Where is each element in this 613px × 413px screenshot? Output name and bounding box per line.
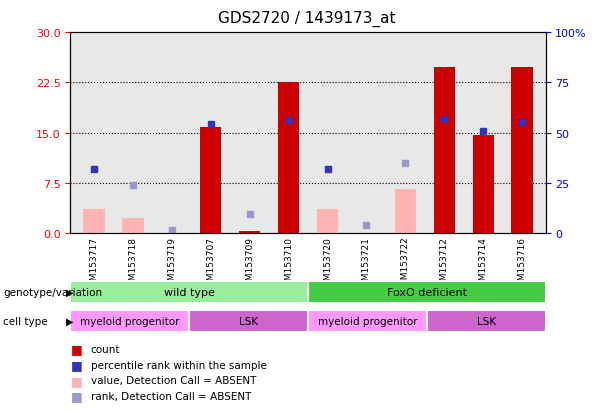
Bar — [83, 210, 105, 233]
Text: FoxO deficient: FoxO deficient — [387, 287, 467, 297]
Text: count: count — [91, 344, 120, 354]
Text: LSK: LSK — [477, 316, 496, 326]
Bar — [200, 128, 221, 233]
Bar — [427, 310, 546, 332]
Bar — [433, 68, 455, 233]
Text: ■: ■ — [70, 389, 82, 403]
Text: value, Detection Call = ABSENT: value, Detection Call = ABSENT — [91, 375, 256, 385]
Bar — [239, 231, 261, 233]
Bar — [122, 218, 143, 233]
Text: percentile rank within the sample: percentile rank within the sample — [91, 360, 267, 370]
Text: genotype/variation: genotype/variation — [3, 287, 102, 297]
Text: ▶: ▶ — [66, 287, 74, 297]
Text: myeloid progenitor: myeloid progenitor — [80, 316, 180, 326]
Text: ■: ■ — [70, 374, 82, 387]
Bar — [395, 190, 416, 233]
Text: ■: ■ — [70, 358, 82, 371]
Text: GDS2720 / 1439173_at: GDS2720 / 1439173_at — [218, 10, 395, 26]
Bar — [189, 310, 308, 332]
Bar — [511, 68, 533, 233]
Bar — [317, 210, 338, 233]
Text: rank, Detection Call = ABSENT: rank, Detection Call = ABSENT — [91, 391, 251, 401]
Bar — [278, 83, 299, 233]
Bar — [70, 310, 189, 332]
Bar — [308, 281, 546, 304]
Bar — [70, 281, 308, 304]
Bar — [308, 310, 427, 332]
Text: cell type: cell type — [3, 316, 48, 326]
Bar — [473, 135, 494, 233]
Text: LSK: LSK — [239, 316, 258, 326]
Text: ▶: ▶ — [66, 316, 74, 326]
Text: wild type: wild type — [164, 287, 215, 297]
Text: ■: ■ — [70, 342, 82, 356]
Text: myeloid progenitor: myeloid progenitor — [318, 316, 417, 326]
